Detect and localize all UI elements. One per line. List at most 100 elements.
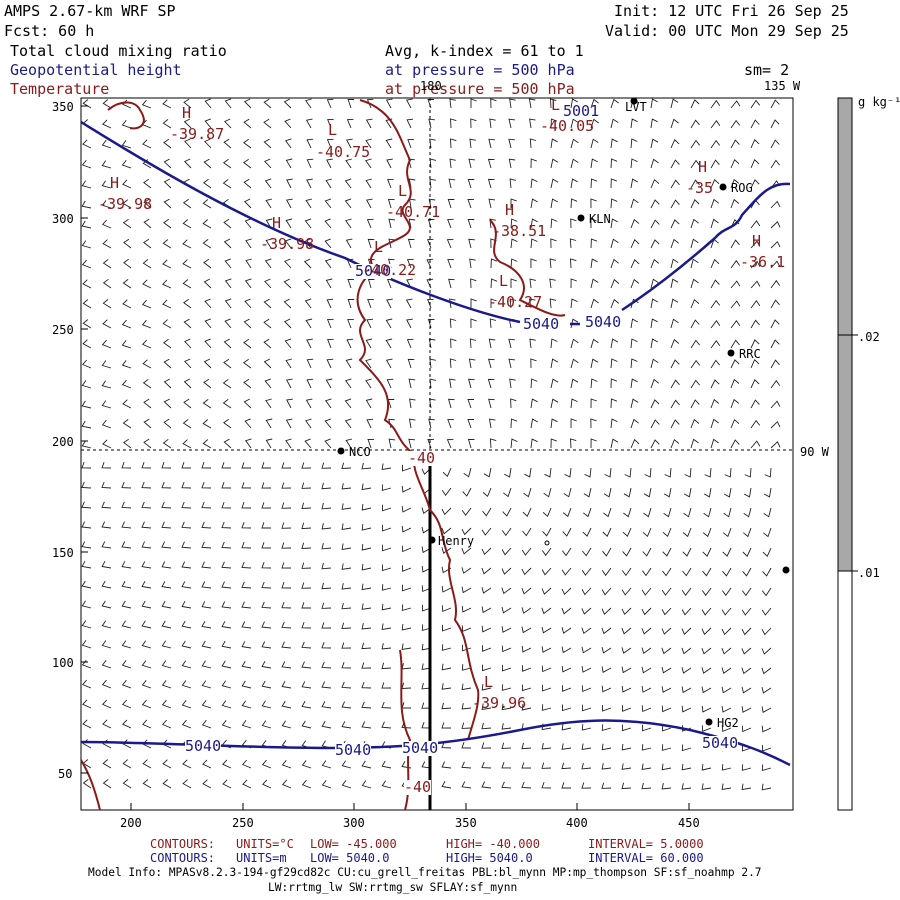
wind-barb xyxy=(102,719,112,729)
wind-barb xyxy=(623,507,632,518)
wind-barb xyxy=(722,567,732,577)
wind-barb xyxy=(361,721,372,729)
temp-contour-ne xyxy=(489,219,566,317)
wind-barb xyxy=(730,359,740,369)
wind-barb xyxy=(301,641,312,649)
wind-barb xyxy=(570,198,578,209)
wind-barb xyxy=(721,587,732,597)
wind-barb xyxy=(561,685,572,692)
wind-barb xyxy=(621,705,632,712)
wind-barb xyxy=(690,438,699,449)
wind-barb xyxy=(602,527,612,537)
wind-barb xyxy=(281,482,292,489)
wind-barb xyxy=(283,98,292,109)
wind-barb xyxy=(344,178,352,189)
wind-barb xyxy=(347,99,355,109)
wind-barb xyxy=(161,581,172,589)
wind-barb xyxy=(750,240,761,249)
wind-barb xyxy=(121,679,132,689)
wind-barb xyxy=(641,607,652,616)
wind-barb xyxy=(650,358,659,369)
wind-barb xyxy=(182,219,192,229)
wind-barb xyxy=(524,467,532,478)
wind-barb xyxy=(281,680,292,689)
wind-barb xyxy=(385,358,393,369)
wind-barb xyxy=(181,481,192,489)
wind-barb xyxy=(401,584,412,592)
wind-barb xyxy=(761,783,772,791)
wind-barb xyxy=(345,438,353,449)
wind-barb xyxy=(321,542,332,550)
wind-barb xyxy=(461,605,472,613)
station-label-lvt: LVT xyxy=(625,100,647,114)
wind-barb xyxy=(365,138,372,149)
wind-barb xyxy=(481,761,492,769)
wind-barb xyxy=(750,300,761,309)
temp-low-2-sym: L xyxy=(398,182,408,200)
wind-barb xyxy=(101,339,112,349)
wind-barb xyxy=(223,358,232,369)
wind-barb xyxy=(501,626,512,633)
wind-barb xyxy=(82,99,92,109)
wind-barb xyxy=(244,438,252,449)
wind-barb xyxy=(326,298,334,309)
wind-barb xyxy=(401,623,412,631)
wind-barb xyxy=(381,484,392,492)
wind-barb xyxy=(521,547,532,556)
wind-barb xyxy=(590,378,598,389)
wind-barb xyxy=(81,620,92,629)
footer-temp-units: UNITS=°C xyxy=(236,837,294,851)
wind-barb xyxy=(243,318,252,329)
wind-barb xyxy=(101,180,112,189)
wind-barb xyxy=(561,587,572,596)
height-label-5040-g: 5040 xyxy=(702,734,739,752)
wind-barb xyxy=(122,719,132,729)
wind-barb xyxy=(621,743,632,751)
valid-time: Valid: 00 UTC Mon 29 Sep 25 xyxy=(605,22,849,40)
station-henry xyxy=(428,536,436,544)
footer-temp-low: LOW= -45.000 xyxy=(310,837,397,851)
wind-barb xyxy=(201,521,212,529)
wind-barb xyxy=(550,418,558,429)
wind-barb xyxy=(401,525,412,533)
wind-barb xyxy=(301,582,312,589)
wind-barb xyxy=(341,543,352,550)
wind-barb xyxy=(764,467,772,478)
station-rog xyxy=(719,183,727,191)
wind-barb xyxy=(582,527,592,537)
wind-barb xyxy=(481,742,492,749)
wind-barb xyxy=(163,138,172,149)
wind-barb xyxy=(381,760,392,769)
wind-barb xyxy=(722,527,732,538)
wind-barb xyxy=(730,439,740,449)
wind-barb xyxy=(670,278,679,289)
wind-barb xyxy=(321,462,332,469)
wind-barb xyxy=(345,358,353,369)
wind-barb xyxy=(224,318,232,329)
wind-barb xyxy=(361,603,372,610)
wind-barb xyxy=(304,298,312,309)
wind-barb xyxy=(448,178,456,189)
wind-barb xyxy=(542,684,552,692)
wind-barb xyxy=(406,118,414,129)
wind-barb xyxy=(487,358,495,369)
wind-barb xyxy=(641,647,652,655)
temp-low-4-val: -40.27 xyxy=(488,293,543,311)
wind-barb xyxy=(163,418,172,429)
wind-barb xyxy=(101,600,112,609)
wind-barb xyxy=(570,218,577,229)
wind-barb xyxy=(326,358,334,369)
wind-barb xyxy=(650,378,660,389)
station-hg2 xyxy=(705,718,713,726)
plot-frame xyxy=(80,97,794,811)
wind-barb xyxy=(742,547,752,557)
wind-barb xyxy=(81,481,92,489)
wind-barb xyxy=(281,502,292,509)
wind-barb xyxy=(325,178,333,189)
wind-barb xyxy=(281,522,292,529)
wind-barb xyxy=(488,418,496,429)
footer-height-interval: INTERVAL= 60.000 xyxy=(588,851,704,865)
wind-barb xyxy=(365,158,372,169)
wind-barb xyxy=(690,399,700,409)
wind-barb xyxy=(461,703,472,710)
